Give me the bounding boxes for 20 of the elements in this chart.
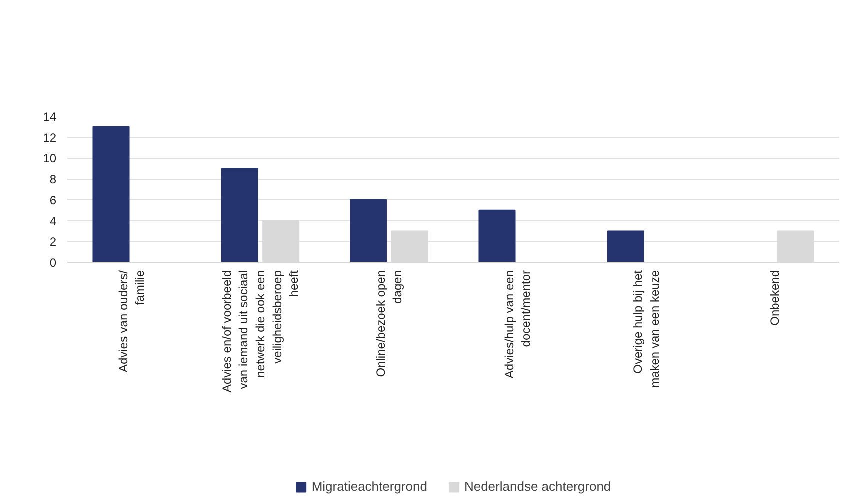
bar (478, 210, 516, 263)
y-tick-label: 4 (50, 214, 57, 228)
y-tick-label: 6 (50, 193, 57, 208)
bar (92, 126, 130, 263)
bar (221, 168, 258, 263)
x-tick-label: Onbekend (768, 270, 782, 326)
x-tick-label: Advies/hulp van een docent/mentor (502, 270, 534, 379)
y-tick-label: 14 (43, 110, 57, 124)
bar (607, 230, 644, 263)
y-tick-label: 0 (50, 256, 57, 270)
x-tick-label: Advies en/of voorbeeld van iemand uit sociaal netwerk die ook een veiligheidsberoep heeft (220, 270, 302, 393)
y-tick-label: 10 (43, 152, 57, 166)
y-tick-label: 12 (43, 130, 57, 145)
x-tick-label: Online/bezoek open dagen (374, 270, 405, 378)
x-tick-label: Advies van ouders/ familie (116, 270, 148, 373)
legend-label: Migratieachtergrond (312, 479, 428, 494)
y-tick-label: 2 (50, 235, 57, 250)
bar (350, 199, 388, 263)
legend-label: Nederlandse achtergrond (464, 479, 612, 494)
y-tick-label: 8 (50, 172, 57, 187)
